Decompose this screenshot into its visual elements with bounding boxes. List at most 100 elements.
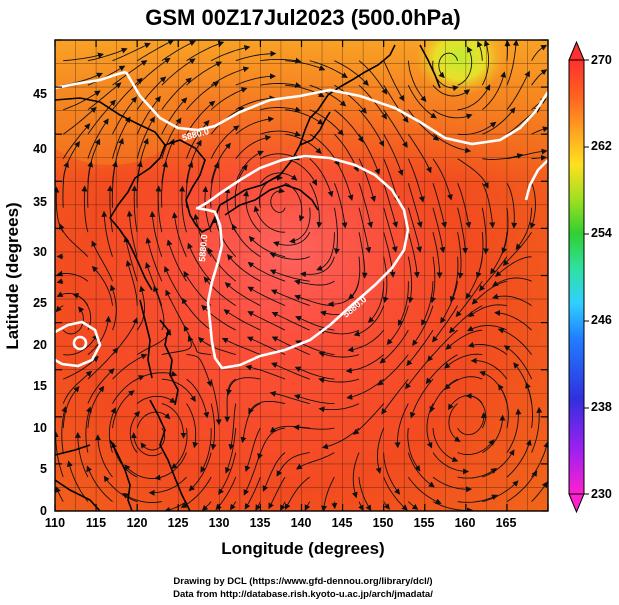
- streamline: [62, 140, 80, 184]
- streamline: [112, 353, 148, 380]
- streamline: [245, 364, 286, 380]
- streamline: [271, 312, 310, 331]
- streamline: [125, 260, 138, 306]
- colorbar-tick-label: 254: [591, 226, 612, 240]
- streamline: [294, 279, 335, 286]
- streamline: [295, 315, 335, 331]
- streamline: [407, 232, 420, 279]
- streamline: [203, 276, 237, 306]
- streamline: [348, 256, 361, 300]
- streamline: [506, 40, 519, 86]
- colorbar-tick-label: 262: [591, 139, 612, 153]
- contour-5880: [55, 70, 548, 370]
- streamline: [358, 501, 364, 511]
- coastlines: [55, 44, 441, 511]
- streamline: [309, 84, 347, 107]
- streamline: [210, 45, 251, 62]
- streamline: [201, 501, 212, 511]
- streamline: [457, 207, 469, 254]
- streamline: [225, 428, 237, 474]
- streamline: [221, 338, 261, 356]
- streamline: [186, 139, 202, 184]
- credit-drawing: Drawing by DCL (https://www.gfd-dennou.o…: [173, 576, 432, 587]
- streamline: [87, 118, 109, 159]
- x-tick-label: 165: [496, 516, 517, 530]
- streamline: [531, 481, 548, 502]
- streamline: [224, 282, 261, 307]
- streamline: [130, 432, 163, 457]
- streamline: [457, 121, 497, 136]
- colorbar-tick-label: 238: [591, 400, 612, 414]
- colorbar-bottom-arrow: [568, 493, 585, 514]
- streamline: [407, 452, 435, 488]
- streamline: [269, 269, 310, 282]
- streamline: [228, 403, 237, 451]
- x-tick-label: 155: [414, 516, 435, 530]
- streamlines: [55, 40, 548, 511]
- streamline: [449, 256, 459, 303]
- streamline: [334, 84, 367, 114]
- streamline: [333, 183, 348, 229]
- streamline: [87, 315, 112, 355]
- streamline: [101, 210, 113, 257]
- streamline: [107, 185, 113, 233]
- streamline: [284, 476, 310, 510]
- streamline: [299, 256, 335, 278]
- streamline: [166, 239, 187, 282]
- streamline: [383, 109, 408, 149]
- streamline: [383, 133, 404, 177]
- colorbar-tick-marks: [584, 59, 589, 495]
- streamline: [412, 305, 434, 347]
- streamline: [248, 400, 286, 415]
- colorbar-top-arrow: [568, 40, 585, 61]
- streamline: [515, 207, 533, 250]
- credit-data: Data from http://database.rish.kyoto-u.a…: [173, 589, 433, 600]
- streamline: [294, 366, 335, 380]
- streamline: [377, 354, 409, 386]
- streamline: [280, 501, 286, 511]
- y-tick-label: 30: [33, 245, 47, 259]
- streamline: [506, 408, 522, 453]
- streamline: [316, 232, 335, 271]
- streamline: [210, 403, 217, 451]
- x-tick-label: 130: [209, 516, 230, 530]
- streamline: [85, 406, 92, 453]
- x-axis-label: Longitude (degrees): [221, 539, 384, 558]
- y-tick-label: 45: [33, 87, 47, 101]
- streamline: [295, 452, 335, 470]
- y-axis-label: Latitude (degrees): [3, 202, 22, 349]
- streamline: [457, 439, 495, 455]
- streamline: [161, 161, 168, 208]
- streamline: [309, 60, 348, 79]
- streamline: [271, 336, 310, 356]
- streamline: [276, 452, 310, 477]
- streamline: [513, 362, 533, 404]
- streamline: [334, 60, 369, 86]
- streamline: [457, 158, 489, 189]
- streamline: [129, 410, 141, 453]
- streamline: [193, 213, 212, 257]
- streamline: [62, 106, 97, 135]
- streamline: [55, 486, 64, 502]
- streamline: [367, 281, 385, 323]
- streamline: [62, 306, 85, 335]
- streamline: [432, 452, 470, 475]
- streamline: [112, 77, 143, 110]
- streamline: [161, 378, 196, 403]
- streamline: [407, 256, 414, 304]
- x-tick-label: 125: [168, 516, 189, 530]
- y-tick-label: 20: [33, 338, 47, 352]
- streamline: [226, 377, 261, 396]
- streamline: [231, 223, 261, 258]
- streamline: [352, 403, 385, 435]
- streamline: [235, 134, 272, 159]
- streamline: [131, 185, 138, 233]
- streamline: [207, 247, 237, 282]
- streamline: [482, 480, 519, 503]
- streamline: [136, 57, 171, 86]
- streamline: [309, 158, 334, 198]
- streamline: [285, 133, 322, 155]
- streamline: [171, 212, 187, 257]
- streamline: [293, 424, 335, 431]
- x-tick-label: 150: [373, 516, 394, 530]
